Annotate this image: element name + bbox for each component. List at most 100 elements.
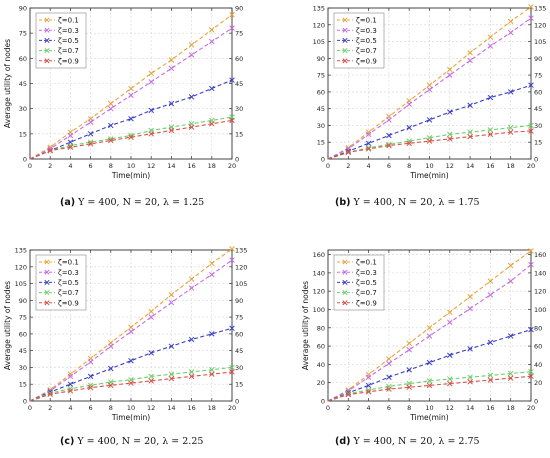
data-point-stroke xyxy=(148,378,154,384)
data-point-stroke xyxy=(229,369,235,375)
data-point-stroke xyxy=(528,261,534,268)
data-point xyxy=(426,333,433,339)
y-axis-label: Average utility of nodes xyxy=(301,281,310,370)
data-point xyxy=(209,271,215,278)
x-tick-label: 18 xyxy=(208,404,216,412)
y-tick-label-left: 0 xyxy=(321,156,325,164)
data-point xyxy=(426,325,433,331)
legend-label: ζ=0.5 xyxy=(58,37,79,45)
y-tick-label-right: 60 xyxy=(235,330,243,338)
data-point xyxy=(168,65,175,72)
series-line xyxy=(327,124,532,160)
y-tick-label-left: 45 xyxy=(317,105,325,113)
data-point xyxy=(67,385,74,392)
y-tick-label-right: 75 xyxy=(534,72,542,80)
data-point-stroke xyxy=(487,339,494,346)
series-line xyxy=(29,119,233,160)
data-point-stroke xyxy=(209,366,215,373)
data-point xyxy=(128,115,134,122)
data-point xyxy=(487,34,494,40)
legend-label: ζ=0.3 xyxy=(356,269,377,277)
x-tick-label: 8 xyxy=(109,162,113,170)
data-point xyxy=(188,336,195,343)
data-point-stroke xyxy=(128,380,134,386)
data-point xyxy=(128,324,134,330)
legend-swatch-marker xyxy=(44,27,50,33)
x-tick-label: 0 xyxy=(326,404,330,412)
x-tick-label: 6 xyxy=(89,404,93,412)
data-point-stroke xyxy=(209,38,215,45)
y-tick-label-right: 15 xyxy=(235,381,243,389)
caption-d-tag: (d) xyxy=(335,436,351,447)
data-point-stroke xyxy=(47,146,53,152)
data-point xyxy=(426,82,433,88)
data-point-stroke xyxy=(406,101,412,107)
y-axis-label: Average utility of nodes xyxy=(3,281,12,370)
data-point-stroke xyxy=(365,389,372,395)
y-tick-label-left: 75 xyxy=(317,72,325,80)
y-tick-label-right: 120 xyxy=(235,263,247,271)
data-point-stroke xyxy=(507,129,514,135)
data-point-stroke xyxy=(467,57,473,64)
data-point xyxy=(467,129,473,135)
data-point-stroke xyxy=(168,371,175,377)
data-point-stroke xyxy=(365,146,372,152)
x-tick-label: 12 xyxy=(446,404,454,412)
data-point xyxy=(87,359,94,365)
data-point-stroke xyxy=(345,149,352,156)
y-tick-label-left: 30 xyxy=(317,122,325,130)
y-tick-label-left: 15 xyxy=(19,130,27,138)
legend-label: ζ=0.3 xyxy=(356,27,377,35)
data-point-stroke xyxy=(447,72,453,78)
legend-label: ζ=0.5 xyxy=(58,279,79,287)
y-tick-label-left: 15 xyxy=(19,381,27,389)
data-point xyxy=(229,117,235,124)
data-point-stroke xyxy=(87,384,94,391)
data-point xyxy=(148,107,154,114)
legend-swatch-marker xyxy=(342,259,348,265)
legend-swatch-marker xyxy=(44,300,50,306)
data-point xyxy=(87,382,94,389)
data-point-stroke xyxy=(507,18,514,25)
data-point xyxy=(386,132,392,139)
x-tick-label: 18 xyxy=(507,404,515,412)
data-point-stroke xyxy=(128,357,134,364)
data-point-stroke xyxy=(467,346,473,352)
data-point xyxy=(447,109,453,115)
data-point-stroke xyxy=(507,278,514,284)
data-point-stroke xyxy=(87,382,94,389)
data-point-stroke xyxy=(229,25,235,31)
y-tick-label-left: 0 xyxy=(23,156,27,164)
data-point-stroke xyxy=(426,117,433,123)
data-point xyxy=(229,77,235,83)
legend-swatch-marker xyxy=(342,27,348,33)
caption-c: (c) Y = 400, N = 20, λ = 2.25 xyxy=(60,436,203,447)
data-point-stroke xyxy=(128,134,134,140)
legend-swatch-marker xyxy=(342,290,348,296)
y-tick-label-left: 40 xyxy=(317,361,325,369)
data-point xyxy=(148,308,154,315)
data-point xyxy=(528,15,534,21)
x-tick-label: 10 xyxy=(127,404,135,412)
data-point xyxy=(209,121,215,127)
data-point xyxy=(188,52,195,58)
data-point-stroke xyxy=(87,141,94,147)
data-point-stroke xyxy=(87,131,94,137)
data-point xyxy=(128,85,134,92)
legend-label: ζ=0.9 xyxy=(356,57,377,65)
y-tick-label-right: 20 xyxy=(534,379,542,387)
data-point xyxy=(148,314,154,320)
x-tick-label: 4 xyxy=(367,162,371,170)
x-tick-label: 20 xyxy=(527,404,535,412)
data-point-stroke xyxy=(188,369,195,375)
x-tick-label: 12 xyxy=(147,162,155,170)
x-tick-label: 4 xyxy=(68,404,72,412)
data-point-stroke xyxy=(229,77,235,83)
data-point xyxy=(528,128,534,134)
data-point-stroke xyxy=(108,365,114,372)
x-tick-label: 20 xyxy=(228,404,236,412)
data-point-stroke xyxy=(168,100,175,107)
data-point-stroke xyxy=(87,119,94,125)
data-point xyxy=(67,373,74,380)
data-point-stroke xyxy=(168,127,175,134)
